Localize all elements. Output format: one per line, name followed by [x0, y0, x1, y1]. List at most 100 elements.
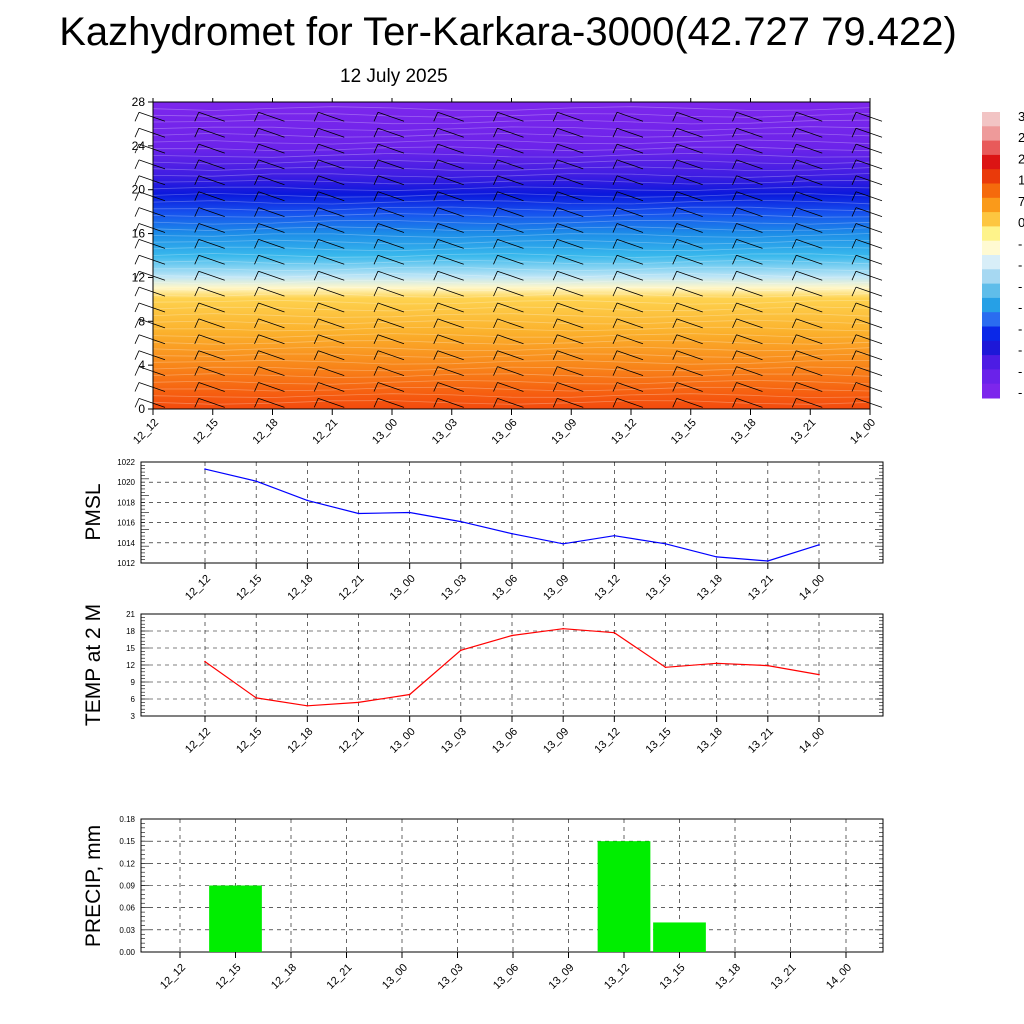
wind-barb — [672, 207, 703, 217]
wind-barb — [433, 159, 464, 170]
x-tick-label: 14_00 — [848, 417, 878, 447]
wind-barb — [373, 127, 405, 138]
wind-barb — [732, 286, 763, 297]
contour-line — [152, 132, 871, 138]
wind-barb — [254, 270, 285, 281]
wind-barb — [134, 398, 166, 408]
contour-line — [152, 179, 871, 185]
colorbar-swatch — [982, 340, 1000, 356]
contour-line — [152, 239, 871, 245]
temperature-cross-section: 0 4 8 12 16 20 24 28 12_12 12_15 12_18 12_21 13_00 13… — [131, 95, 883, 447]
wind-barb — [313, 318, 345, 329]
wind-barb — [791, 191, 823, 202]
y-tick-label: 12 — [132, 270, 146, 284]
wind-barb — [433, 223, 464, 233]
wind-barb — [732, 191, 763, 202]
wind-barb — [552, 302, 584, 313]
wind-barb — [254, 254, 285, 265]
wind-barb — [254, 175, 285, 186]
colorbar-swatch — [982, 226, 1000, 242]
page-subtitle: 12 July 2025 — [340, 66, 448, 87]
contour-line — [152, 273, 871, 278]
wind-barb — [134, 302, 166, 313]
wind-barb — [433, 302, 464, 313]
x-tick-label: 13_09 — [547, 962, 577, 992]
x-tick-label: 13_06 — [490, 726, 520, 756]
colorbar-swatch — [982, 269, 1000, 285]
wind-barb — [313, 350, 345, 361]
data-point — [460, 649, 462, 652]
contour-line — [152, 306, 871, 312]
wind-barb — [254, 350, 285, 361]
x-tick-label: 13_03 — [439, 573, 469, 603]
wind-barb — [672, 286, 703, 297]
y-tick-label: 16 — [132, 227, 146, 241]
x-tick-label: 12_15 — [234, 573, 264, 603]
wind-barb — [612, 382, 644, 392]
data-point — [306, 499, 309, 502]
wind-barb — [732, 350, 763, 361]
wind-barb — [493, 318, 524, 329]
data-point — [460, 520, 462, 523]
wind-barb — [791, 334, 823, 345]
wind-barb — [194, 175, 225, 186]
x-tick-label: 13_12 — [592, 573, 622, 603]
x-tick-label: 13_03 — [439, 726, 469, 756]
contour-line — [152, 359, 871, 365]
x-tick-label: 12_15 — [214, 962, 244, 992]
wind-barb — [672, 350, 703, 361]
wind-barb — [313, 382, 345, 392]
wind-barb — [194, 366, 225, 376]
x-tick-label: 13_06 — [490, 417, 520, 447]
x-tick-label: 12_15 — [234, 726, 264, 756]
contour-line — [152, 173, 871, 178]
wind-barb — [313, 254, 345, 265]
wind-barb — [672, 223, 703, 233]
wind-barb — [612, 254, 644, 265]
contour-line — [152, 280, 871, 285]
wind-barb — [672, 302, 703, 313]
wind-barb — [851, 223, 883, 233]
colorbar-swatch — [982, 126, 1000, 142]
x-tick-label: 13_09 — [541, 726, 571, 756]
contour-line — [152, 340, 871, 345]
x-tick-label: 13_06 — [491, 962, 521, 992]
wind-barb — [672, 143, 703, 154]
contour-line — [152, 199, 871, 205]
wind-barb — [552, 175, 584, 186]
wind-barb — [134, 318, 166, 329]
wind-barb — [254, 159, 285, 170]
wind-barb — [612, 286, 644, 297]
y-tick-label: 0.09 — [119, 882, 135, 891]
x-tick-label: 13_15 — [644, 573, 674, 603]
x-tick-label: 13_06 — [490, 573, 520, 603]
wind-barb — [851, 366, 883, 376]
colorbar-swatch — [982, 183, 1000, 199]
wind-barb — [791, 159, 823, 170]
wind-barb — [612, 223, 644, 233]
colorbar-swatch — [982, 255, 1000, 270]
wind-barb — [552, 286, 584, 297]
wind-barb — [313, 175, 345, 186]
contour-line — [152, 319, 871, 325]
wind-barb — [851, 334, 883, 345]
wind-barb — [552, 223, 584, 233]
wind-barb — [194, 223, 225, 233]
x-tick-label: 12_21 — [337, 573, 367, 603]
x-tick-label: 13_03 — [436, 962, 466, 992]
x-tick-label: 13_12 — [592, 726, 622, 756]
data-point — [818, 544, 820, 546]
data-point — [204, 468, 206, 470]
data-point — [511, 634, 513, 637]
wind-barb — [194, 398, 225, 408]
wind-barb — [313, 111, 345, 122]
wind-barb — [493, 111, 524, 122]
wind-barb — [134, 191, 166, 202]
y-tick-label: 1022 — [117, 458, 135, 467]
wind-barb — [134, 175, 166, 186]
wind-barb — [732, 111, 763, 122]
wind-barb — [552, 127, 584, 138]
wind-barb — [851, 398, 883, 408]
wind-barb — [433, 398, 464, 408]
wind-barb — [134, 334, 166, 345]
